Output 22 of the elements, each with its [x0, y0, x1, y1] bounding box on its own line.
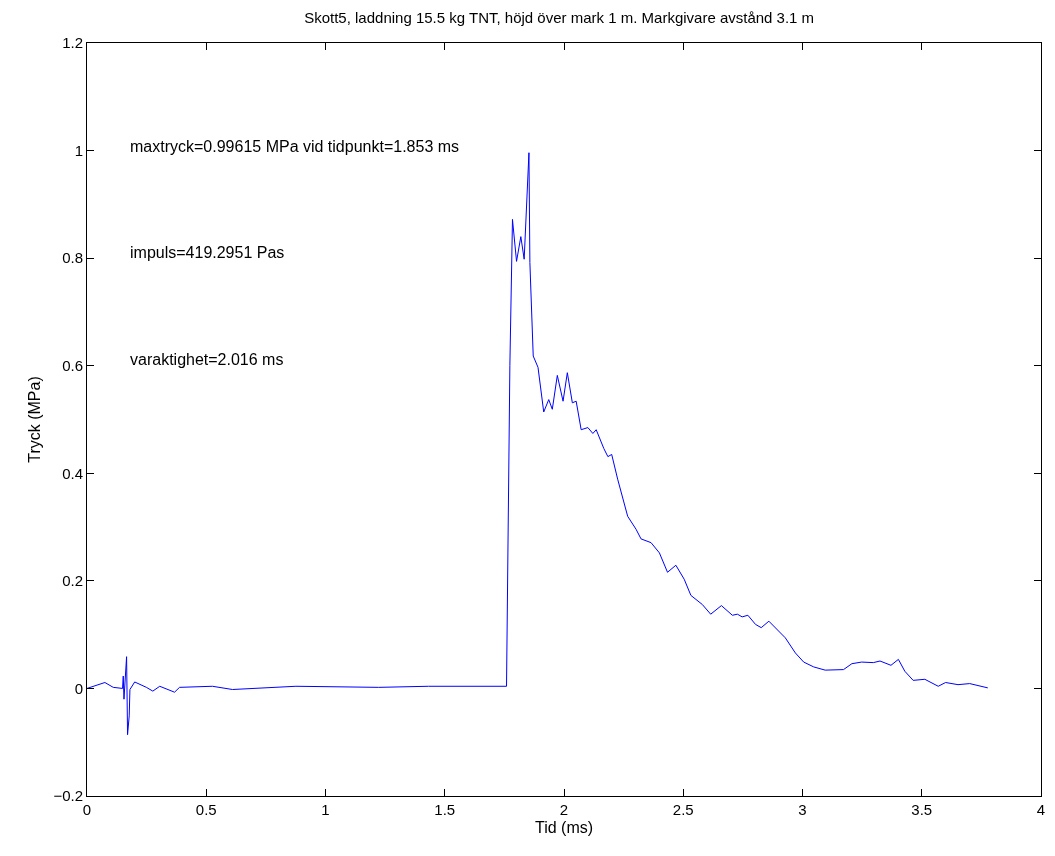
y-tick-label: 0.8 — [62, 249, 83, 267]
x-tick-label: 2 — [559, 801, 569, 818]
x-tick-label: 2.5 — [672, 801, 694, 818]
chart-title: Skott5, laddning 15.5 kg TNT, höjd över mark 1 m. Markgivare avstånd 3.1 m — [304, 9, 815, 27]
annotation: varaktighet=2.016 ms — [130, 351, 284, 368]
x-tick-label: 1.5 — [434, 801, 456, 818]
annotation: maxtryck=0.99615 MPa vid tidpunkt=1.853 ms — [130, 138, 460, 155]
y-tick-label: 0.4 — [62, 464, 83, 482]
y-tick-label: −0.2 — [53, 787, 83, 805]
x-tick-label: 3.5 — [911, 801, 933, 818]
x-tick-label: 1 — [321, 801, 330, 818]
y-tick-label: 1 — [74, 141, 83, 159]
y-axis-title: Tryck (MPa) — [26, 376, 44, 463]
y-tick-label: 0.6 — [62, 356, 83, 374]
x-tick-label: 4 — [1036, 801, 1046, 818]
y-tick-label: 0 — [74, 679, 83, 697]
x-tick-label: 0.5 — [195, 801, 217, 818]
y-tick-label: 1.2 — [62, 34, 83, 52]
x-axis-title: Tid (ms) — [534, 818, 594, 836]
x-tick-label: 3 — [798, 801, 807, 818]
annotation: impuls=419.2951 Pas — [130, 244, 285, 261]
y-tick-label: 0.2 — [62, 572, 83, 590]
